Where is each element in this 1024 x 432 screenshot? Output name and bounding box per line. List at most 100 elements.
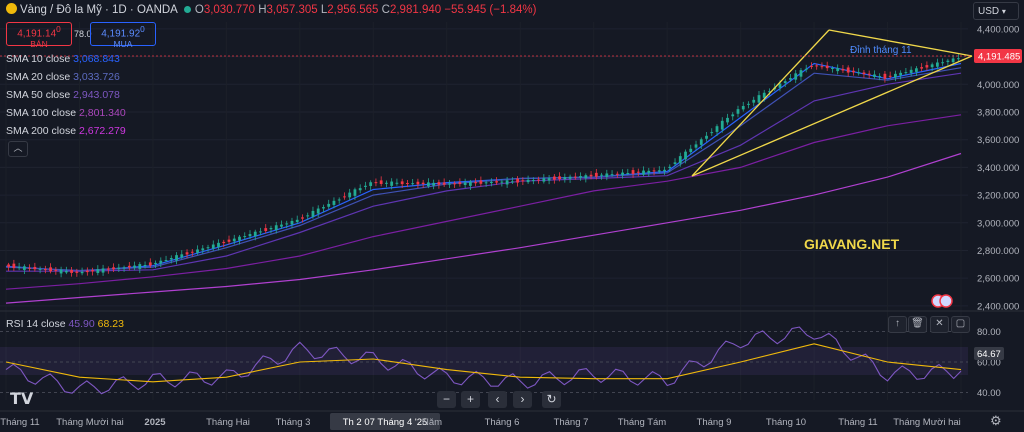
scroll-left-button[interactable]: ‹ [488,391,507,408]
candle-body[interactable] [259,231,262,233]
candle-body[interactable] [563,177,567,180]
sma-line-100[interactable] [5,114,962,290]
sma-legend-10[interactable]: SMA 10 close 3,068.843 [6,53,120,65]
candle-body[interactable] [873,74,876,77]
candle-body[interactable] [327,203,331,207]
candle-body[interactable] [883,73,887,79]
candle-body[interactable] [295,219,299,222]
candle-body[interactable] [343,196,346,198]
candle-body[interactable] [815,65,819,67]
candle-body[interactable] [920,67,924,69]
candle-body[interactable] [489,181,493,184]
maximize-pane-button[interactable]: ▢ [951,316,970,333]
candle-body[interactable] [7,264,11,267]
candle-body[interactable] [605,173,609,177]
candle-body[interactable] [794,73,798,80]
candle-body[interactable] [768,91,771,93]
sma-legend-100[interactable]: SMA 100 close 2,801.340 [6,107,126,119]
candle-body[interactable] [904,72,908,74]
candle-body[interactable] [80,271,84,274]
scroll-right-button[interactable]: › [513,391,532,408]
candle-body[interactable] [579,176,582,178]
candle-body[interactable] [841,68,845,71]
candle-body[interactable] [421,182,425,185]
candle-body[interactable] [610,174,614,176]
candle-body[interactable] [164,260,168,262]
candle-body[interactable] [831,68,834,70]
candle-body[interactable] [395,182,399,184]
sma-line-50[interactable] [6,72,962,272]
candle-body[interactable] [941,62,945,64]
candle-body[interactable] [390,181,394,186]
last-price-tag[interactable] [974,49,1022,63]
candle-body[interactable] [369,182,373,187]
candle-body[interactable] [353,189,357,196]
collapse-legend-button[interactable]: ︿ [8,141,28,157]
candle-body[interactable] [43,269,47,271]
candle-body[interactable] [432,182,436,186]
candle-body[interactable] [458,182,462,185]
candle-body[interactable] [678,156,682,164]
candle-body[interactable] [122,267,126,269]
candle-body[interactable] [862,72,866,75]
candle-body[interactable] [951,58,955,63]
flag-us-icon-2[interactable] [939,294,953,308]
candle-body[interactable] [400,181,404,185]
candle-body[interactable] [290,220,294,225]
candle-body[interactable] [699,139,703,145]
candle-body[interactable] [301,217,304,219]
candle-body[interactable] [752,99,756,103]
rsi-legend[interactable]: RSI 14 close 45.90 68.23 [6,318,124,330]
candle-body[interactable] [33,266,37,270]
candle-body[interactable] [427,182,430,187]
reset-chart-button[interactable]: ↻ [542,391,561,408]
candle-body[interactable] [484,182,488,184]
candle-body[interactable] [899,72,903,76]
candle-body[interactable] [70,270,73,273]
candle-body[interactable] [411,183,415,185]
candle-body[interactable] [306,215,310,217]
candle-body[interactable] [495,181,499,183]
candle-body[interactable] [558,176,561,180]
candle-body[interactable] [857,72,861,74]
candle-body[interactable] [112,267,115,270]
candle-body[interactable] [49,267,53,272]
candle-body[interactable] [406,183,409,185]
candle-body[interactable] [516,178,520,183]
candle-body[interactable] [747,103,750,105]
candle-body[interactable] [652,170,656,172]
candle-body[interactable] [75,271,79,273]
candle-body[interactable] [175,255,178,261]
candle-body[interactable] [201,248,205,251]
candle-body[interactable] [642,170,645,175]
candle-body[interactable] [631,170,635,174]
candle-body[interactable] [600,174,603,176]
symbol-header[interactable]: Vàng / Đô la Mỹ · 1D · OANDA O3,030.770 H… [6,3,536,16]
candle-body[interactable] [894,73,897,78]
candle-body[interactable] [914,68,918,72]
collapse-pane-button[interactable]: ✕ [930,316,949,333]
candle-body[interactable] [117,267,121,269]
candle-body[interactable] [138,264,142,269]
price-axis[interactable]: 2,400.000 2,600.000 2,800.000 3,000.000 3,20… [977,24,1019,312]
candle-body[interactable] [668,166,672,169]
candle-body[interactable] [148,262,152,266]
candle-body[interactable] [657,170,661,172]
candle-body[interactable] [468,181,472,186]
candle-body[interactable] [222,241,226,244]
candle-body[interactable] [689,148,693,152]
candle-body[interactable] [416,181,420,185]
zoom-in-button[interactable]: + [461,391,480,408]
candle-body[interactable] [757,95,761,103]
sma-line-200[interactable] [5,152,962,304]
candle-body[interactable] [705,135,708,139]
triangle-top-line[interactable] [828,29,973,57]
candle-body[interactable] [280,224,283,227]
rsi-ma-line[interactable] [5,343,962,383]
candle-body[interactable] [232,238,236,242]
candle-body[interactable] [694,144,698,148]
candle-body[interactable] [720,120,724,130]
candle-body[interactable] [789,78,792,80]
candle-body[interactable] [909,69,913,73]
flag-icons[interactable] [931,294,953,308]
